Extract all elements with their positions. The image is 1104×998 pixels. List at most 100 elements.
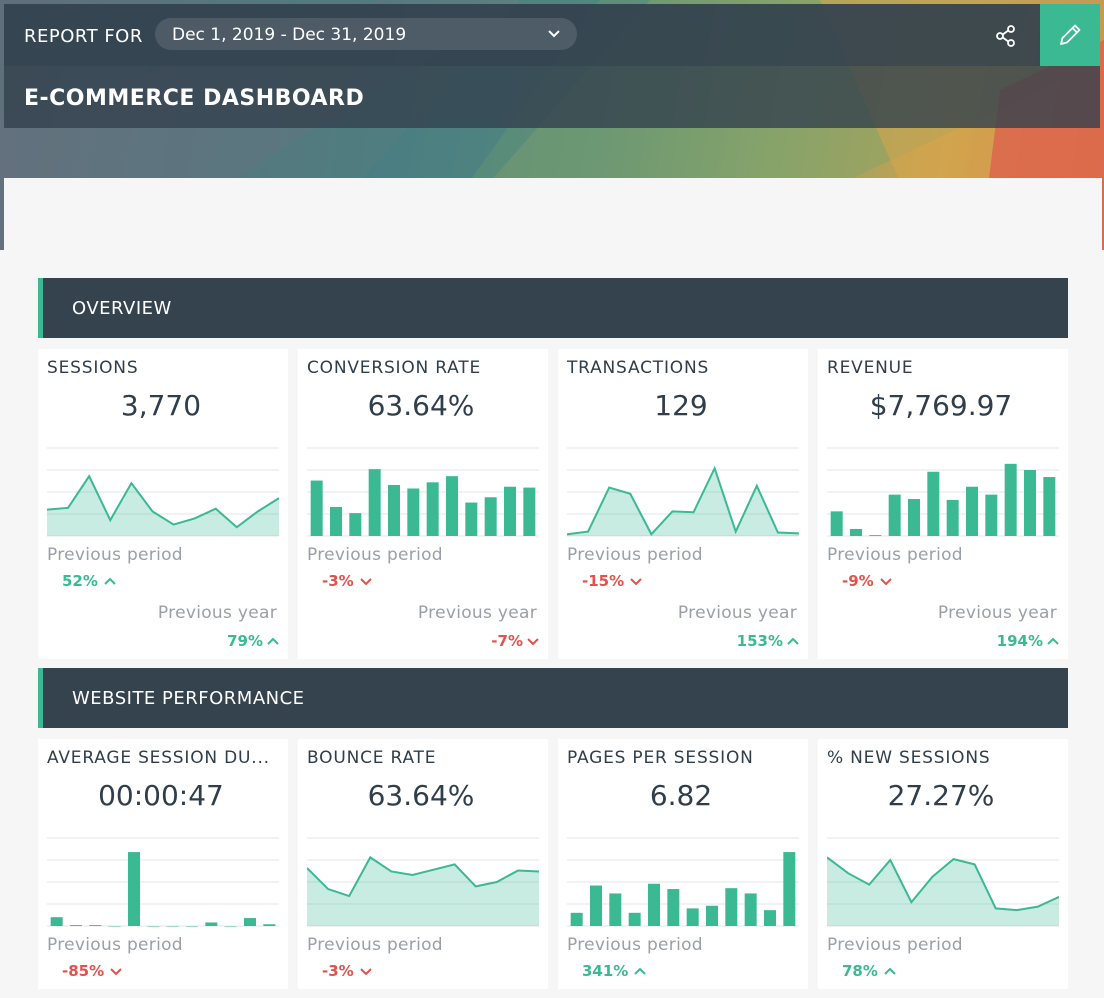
previous-period-change: -9% xyxy=(842,572,892,590)
page-title: E-COMMERCE DASHBOARD xyxy=(24,86,365,111)
chevron-down-icon xyxy=(359,968,372,976)
chart-bar xyxy=(966,486,978,536)
previous-year-change: 194% xyxy=(997,632,1059,650)
chart-bar xyxy=(50,917,63,926)
chart-area xyxy=(307,857,539,926)
card-label: TRANSACTIONS xyxy=(567,358,710,378)
chart-bar xyxy=(946,499,959,536)
trend-arrow-icon xyxy=(787,637,799,645)
card-value: 6.82 xyxy=(649,779,713,812)
sparkline-chart xyxy=(827,447,1059,537)
chart-bar xyxy=(330,506,342,536)
sparkline-chart xyxy=(567,447,799,537)
card-value: 63.64% xyxy=(367,779,475,812)
card-value: 129 xyxy=(654,389,708,422)
previous-period-label: Previous period xyxy=(567,545,703,565)
kpi-card-new-sessions[interactable]: % NEW SESSIONS 27.27% Previous period 78… xyxy=(818,739,1068,989)
previous-period-label: Previous period xyxy=(567,935,703,955)
kpi-card-transactions[interactable]: TRANSACTIONS 129 Previous period -15% Pr… xyxy=(558,349,808,659)
card-label: BOUNCE RATE xyxy=(307,748,437,768)
chart-bar xyxy=(224,926,237,927)
chart-bar xyxy=(590,885,602,926)
chart-bar xyxy=(667,889,680,926)
trend-arrow-icon xyxy=(267,637,279,645)
chart-bar xyxy=(166,926,179,927)
chart-line xyxy=(567,465,799,536)
change-value: -15% xyxy=(582,572,625,590)
trend-arrow-icon xyxy=(884,967,896,975)
title-bar: E-COMMERCE DASHBOARD xyxy=(4,66,1100,128)
chart-bar xyxy=(484,497,497,536)
edit-button[interactable] xyxy=(1040,4,1100,66)
section-overview: OVERVIEW xyxy=(38,278,1068,338)
sparkline-chart xyxy=(827,837,1059,927)
previous-period-change: -3% xyxy=(322,962,372,980)
card-label: PAGES PER SESSION xyxy=(567,748,754,768)
date-range-select[interactable]: Dec 1, 2019 - Dec 31, 2019 xyxy=(155,18,577,50)
trend-arrow-icon xyxy=(110,968,122,976)
chart-area xyxy=(47,476,279,536)
previous-period-label: Previous period xyxy=(307,935,443,955)
chart-bar xyxy=(744,893,757,926)
chart-bar xyxy=(850,528,862,536)
sparkline-chart xyxy=(307,837,539,927)
trend-arrow-icon xyxy=(634,967,647,975)
kpi-card-bounce-rate[interactable]: BOUNCE RATE 63.64% Previous period -3% xyxy=(298,739,548,989)
change-value: 79% xyxy=(227,632,263,650)
previous-period-label: Previous period xyxy=(47,935,183,955)
change-value: -85% xyxy=(62,962,105,980)
chart-bar xyxy=(570,912,583,926)
chart-bar xyxy=(869,535,882,536)
chart-bar xyxy=(1024,470,1036,536)
kpi-card-conversion-rate[interactable]: CONVERSION RATE 63.64% Previous period -… xyxy=(298,349,548,659)
kpi-card-sessions[interactable]: SESSIONS 3,770 Previous period 52% Previ… xyxy=(38,349,288,659)
chart-bar xyxy=(504,486,516,536)
previous-period-label: Previous period xyxy=(827,545,963,565)
change-value: 153% xyxy=(736,632,783,650)
chart-bar xyxy=(368,469,381,536)
chart-bar xyxy=(407,488,420,536)
change-value: -3% xyxy=(322,962,354,980)
chart-bar xyxy=(388,484,400,536)
previous-period-change: -3% xyxy=(322,572,372,590)
chart-bar xyxy=(648,883,660,926)
kpi-card-revenue[interactable]: REVENUE $7,769.97 Previous period -9% Pr… xyxy=(818,349,1068,659)
card-value: 00:00:47 xyxy=(98,779,224,812)
chart-bar xyxy=(523,487,536,536)
chart-bar xyxy=(147,926,160,927)
chevron-down-icon xyxy=(359,578,372,586)
chart-line xyxy=(827,856,1059,912)
chart-bar xyxy=(186,926,198,927)
change-value: -9% xyxy=(842,572,874,590)
previous-period-label: Previous period xyxy=(47,545,183,565)
change-value: 341% xyxy=(582,962,629,980)
chart-bar xyxy=(927,471,940,536)
previous-period-label: Previous period xyxy=(827,935,963,955)
chart-bar xyxy=(830,511,843,536)
chevron-down-icon xyxy=(110,968,122,976)
previous-year-label: Previous year xyxy=(157,603,277,623)
section-website-performance: WEBSITE PERFORMANCE xyxy=(38,668,1068,728)
chevron-down-icon xyxy=(879,578,892,586)
pencil-icon xyxy=(1060,24,1081,45)
previous-period-change: 341% xyxy=(582,962,647,980)
trend-arrow-icon xyxy=(359,578,372,586)
chevron-up-icon xyxy=(104,577,116,585)
previous-year-label: Previous year xyxy=(677,603,797,623)
share-icon[interactable] xyxy=(994,24,1018,48)
chart-bar xyxy=(1004,463,1017,536)
trend-arrow-icon xyxy=(104,577,116,585)
chart-bar xyxy=(1043,477,1056,536)
kpi-card-pages-per-session[interactable]: PAGES PER SESSION 6.82 Previous period 3… xyxy=(558,739,808,989)
card-value: 27.27% xyxy=(887,779,995,812)
change-value: 78% xyxy=(842,962,878,980)
chart-bar xyxy=(70,925,82,926)
trend-arrow-icon xyxy=(359,968,372,976)
chevron-up-icon xyxy=(634,967,647,975)
card-value: 63.64% xyxy=(367,389,475,422)
chart-bar xyxy=(706,905,718,926)
kpi-card-avg-session-duration[interactable]: AVERAGE SESSION DU... 00:00:47 Previous … xyxy=(38,739,288,989)
card-label: AVERAGE SESSION DU... xyxy=(47,748,270,768)
chart-bar xyxy=(465,502,478,536)
chart-bar xyxy=(725,888,738,926)
